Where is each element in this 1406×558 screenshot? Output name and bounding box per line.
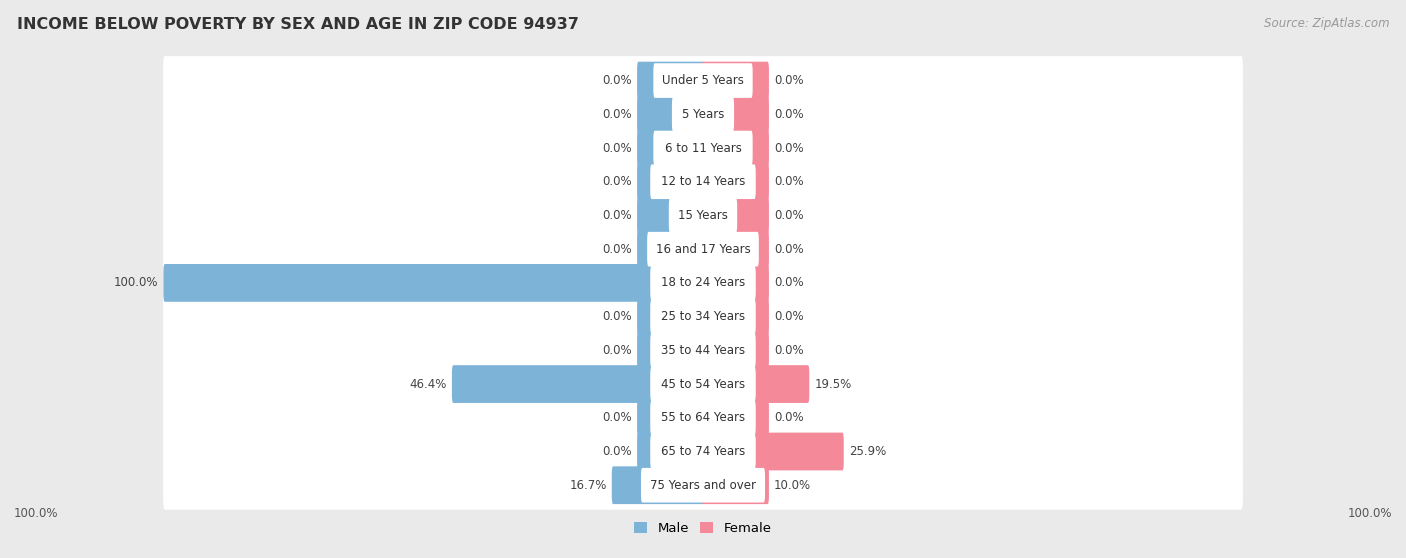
FancyBboxPatch shape (702, 196, 769, 234)
FancyBboxPatch shape (163, 56, 1243, 105)
FancyBboxPatch shape (163, 359, 1243, 408)
FancyBboxPatch shape (702, 365, 810, 403)
Text: 0.0%: 0.0% (775, 310, 804, 323)
Text: 0.0%: 0.0% (602, 108, 631, 121)
FancyBboxPatch shape (650, 165, 756, 199)
Text: 35 to 44 Years: 35 to 44 Years (661, 344, 745, 357)
FancyBboxPatch shape (637, 331, 704, 369)
FancyBboxPatch shape (702, 230, 769, 268)
FancyBboxPatch shape (669, 198, 737, 233)
FancyBboxPatch shape (637, 129, 704, 167)
Text: 0.0%: 0.0% (775, 175, 804, 188)
FancyBboxPatch shape (637, 399, 704, 437)
FancyBboxPatch shape (650, 434, 756, 469)
Text: 46.4%: 46.4% (409, 378, 447, 391)
FancyBboxPatch shape (163, 123, 1243, 172)
FancyBboxPatch shape (163, 90, 1243, 139)
Text: 18 to 24 Years: 18 to 24 Years (661, 276, 745, 290)
FancyBboxPatch shape (702, 466, 769, 504)
FancyBboxPatch shape (650, 299, 756, 334)
Text: 6 to 11 Years: 6 to 11 Years (665, 142, 741, 155)
FancyBboxPatch shape (702, 62, 769, 99)
FancyBboxPatch shape (702, 95, 769, 133)
FancyBboxPatch shape (163, 264, 704, 302)
FancyBboxPatch shape (647, 232, 759, 267)
Text: 16.7%: 16.7% (569, 479, 606, 492)
FancyBboxPatch shape (637, 196, 704, 234)
Legend: Male, Female: Male, Female (628, 517, 778, 541)
FancyBboxPatch shape (163, 258, 1243, 307)
FancyBboxPatch shape (650, 401, 756, 435)
Text: 5 Years: 5 Years (682, 108, 724, 121)
FancyBboxPatch shape (163, 326, 1243, 375)
FancyBboxPatch shape (163, 191, 1243, 240)
Text: 0.0%: 0.0% (602, 411, 631, 424)
Text: 0.0%: 0.0% (775, 243, 804, 256)
Text: 0.0%: 0.0% (602, 344, 631, 357)
Text: 0.0%: 0.0% (602, 142, 631, 155)
Text: 55 to 64 Years: 55 to 64 Years (661, 411, 745, 424)
Text: 100.0%: 100.0% (114, 276, 159, 290)
Text: 0.0%: 0.0% (775, 142, 804, 155)
FancyBboxPatch shape (702, 399, 769, 437)
FancyBboxPatch shape (702, 331, 769, 369)
FancyBboxPatch shape (702, 264, 769, 302)
Text: 100.0%: 100.0% (1347, 507, 1392, 521)
FancyBboxPatch shape (163, 461, 1243, 509)
Text: INCOME BELOW POVERTY BY SEX AND AGE IN ZIP CODE 94937: INCOME BELOW POVERTY BY SEX AND AGE IN Z… (17, 17, 579, 32)
FancyBboxPatch shape (654, 131, 752, 165)
Text: 0.0%: 0.0% (602, 175, 631, 188)
Text: 0.0%: 0.0% (775, 74, 804, 87)
FancyBboxPatch shape (650, 333, 756, 368)
FancyBboxPatch shape (672, 97, 734, 132)
Text: Under 5 Years: Under 5 Years (662, 74, 744, 87)
Text: 0.0%: 0.0% (775, 411, 804, 424)
FancyBboxPatch shape (637, 230, 704, 268)
Text: 15 Years: 15 Years (678, 209, 728, 222)
FancyBboxPatch shape (163, 292, 1243, 341)
Text: 0.0%: 0.0% (602, 209, 631, 222)
FancyBboxPatch shape (637, 163, 704, 201)
Text: 0.0%: 0.0% (602, 310, 631, 323)
Text: 25 to 34 Years: 25 to 34 Years (661, 310, 745, 323)
FancyBboxPatch shape (163, 157, 1243, 206)
FancyBboxPatch shape (163, 427, 1243, 476)
Text: 75 Years and over: 75 Years and over (650, 479, 756, 492)
FancyBboxPatch shape (163, 225, 1243, 273)
FancyBboxPatch shape (702, 163, 769, 201)
FancyBboxPatch shape (637, 95, 704, 133)
Text: 16 and 17 Years: 16 and 17 Years (655, 243, 751, 256)
Text: 100.0%: 100.0% (14, 507, 59, 521)
Text: Source: ZipAtlas.com: Source: ZipAtlas.com (1264, 17, 1389, 30)
FancyBboxPatch shape (637, 432, 704, 470)
Text: 0.0%: 0.0% (602, 74, 631, 87)
FancyBboxPatch shape (650, 367, 756, 401)
FancyBboxPatch shape (637, 62, 704, 99)
FancyBboxPatch shape (163, 393, 1243, 442)
FancyBboxPatch shape (654, 63, 752, 98)
Text: 25.9%: 25.9% (849, 445, 886, 458)
Text: 0.0%: 0.0% (775, 108, 804, 121)
Text: 0.0%: 0.0% (602, 445, 631, 458)
Text: 65 to 74 Years: 65 to 74 Years (661, 445, 745, 458)
FancyBboxPatch shape (702, 432, 844, 470)
Text: 19.5%: 19.5% (814, 378, 852, 391)
Text: 0.0%: 0.0% (775, 209, 804, 222)
FancyBboxPatch shape (637, 298, 704, 335)
FancyBboxPatch shape (612, 466, 704, 504)
Text: 0.0%: 0.0% (602, 243, 631, 256)
FancyBboxPatch shape (702, 298, 769, 335)
FancyBboxPatch shape (702, 129, 769, 167)
Text: 0.0%: 0.0% (775, 276, 804, 290)
FancyBboxPatch shape (641, 468, 765, 503)
FancyBboxPatch shape (451, 365, 704, 403)
FancyBboxPatch shape (650, 266, 756, 300)
Text: 10.0%: 10.0% (775, 479, 811, 492)
Text: 45 to 54 Years: 45 to 54 Years (661, 378, 745, 391)
Text: 0.0%: 0.0% (775, 344, 804, 357)
Text: 12 to 14 Years: 12 to 14 Years (661, 175, 745, 188)
